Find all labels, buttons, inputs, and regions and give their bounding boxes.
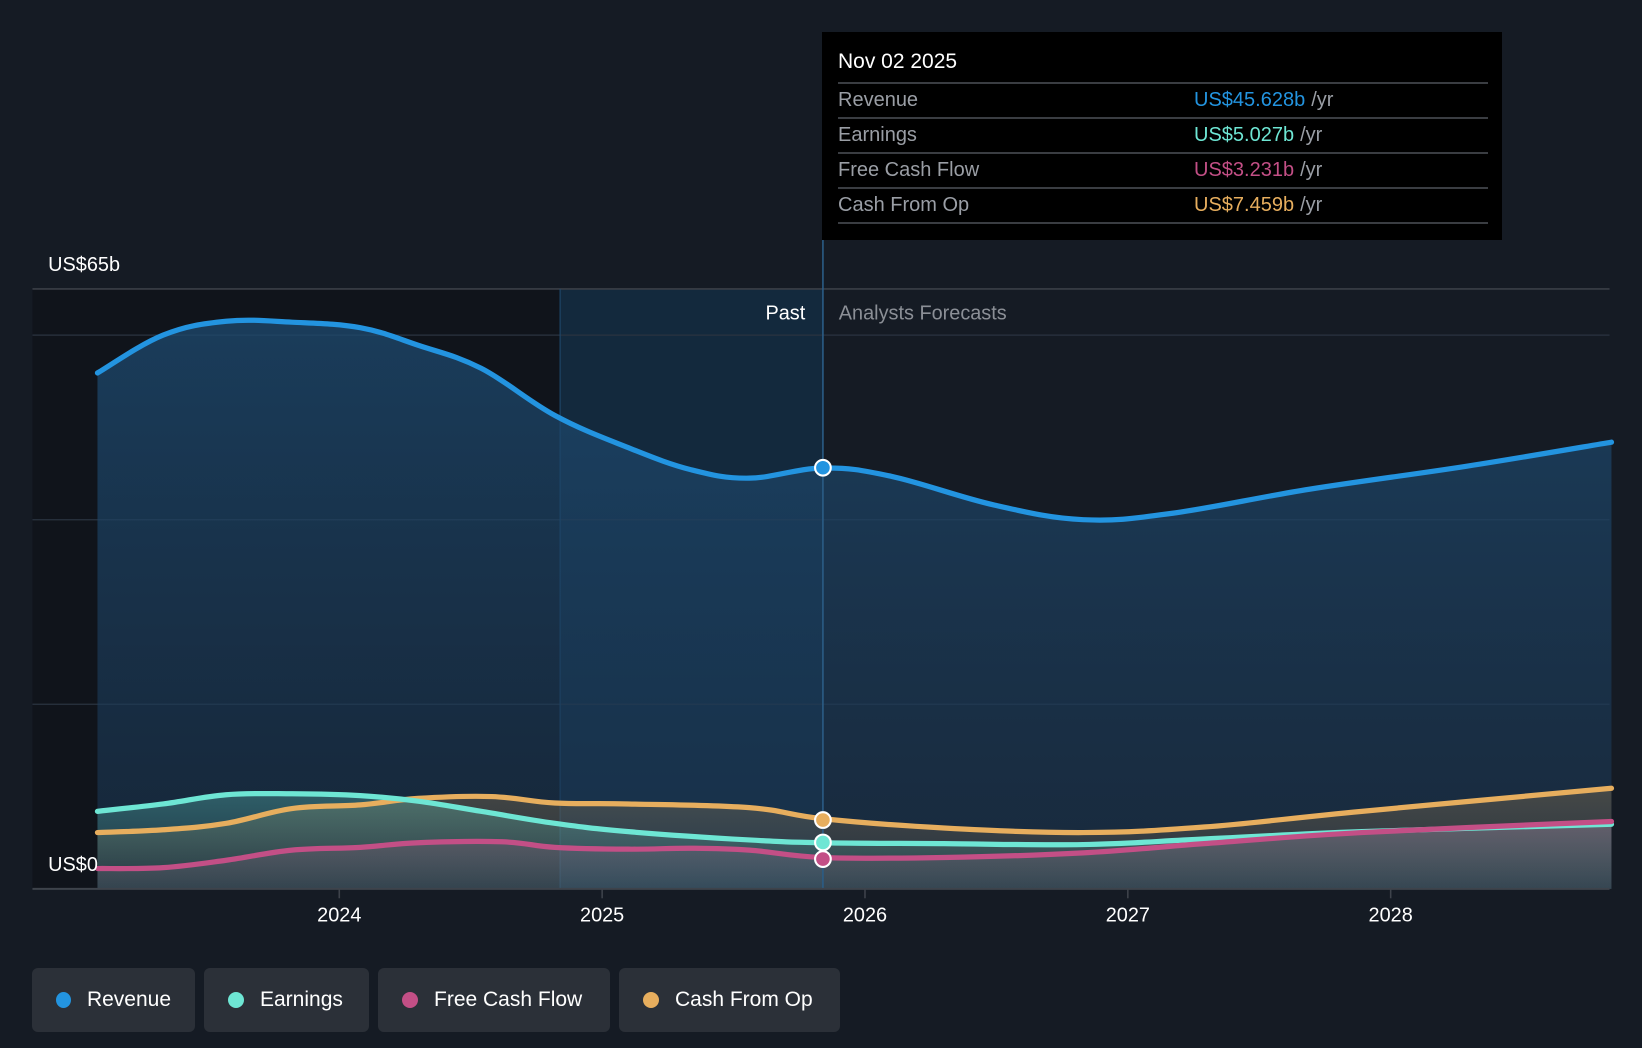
earnings-dot-icon <box>228 992 244 1008</box>
tooltip-unit: /yr <box>1300 124 1323 146</box>
series-lines <box>94 317 1615 872</box>
analysts-forecasts-label: Analysts Forecasts <box>839 302 1007 324</box>
tooltip-row-free-cash-flow: Free Cash Flow US$3.231b /yr <box>838 152 1488 187</box>
legend-label: Earnings <box>260 988 343 1011</box>
tooltip-unit: /yr <box>1300 194 1323 216</box>
x-tick-label: 2028 <box>1369 904 1413 926</box>
legend-label: Cash From Op <box>675 988 813 1011</box>
x-tick-label: 2025 <box>580 904 624 926</box>
legend-item-earnings[interactable]: Earnings <box>204 968 369 1032</box>
series-areas <box>97 320 1612 889</box>
line-revenue <box>94 317 1615 523</box>
line-earnings <box>94 790 1615 848</box>
tooltip-label: Free Cash Flow <box>838 159 980 181</box>
tooltip-row-cash-from-op: Cash From Op US$7.459b /yr <box>838 187 1488 224</box>
line-free-cash-flow <box>94 818 1615 872</box>
free-cash-flow-dot-icon <box>402 992 418 1008</box>
tooltip-date: Nov 02 2025 <box>838 50 958 73</box>
tooltip-unit: /yr <box>1311 89 1334 111</box>
x-tick-label: 2024 <box>317 904 361 926</box>
highlight-dot-cash-from-op <box>814 811 832 829</box>
y-axis-label-zero: US$0 <box>48 854 98 876</box>
area-revenue <box>97 320 1612 889</box>
line-cash-from-op <box>94 785 1615 836</box>
highlight-dot-free-cash-flow <box>814 850 832 868</box>
legend-item-cash-from-op[interactable]: Cash From Op <box>619 968 840 1032</box>
tooltip-unit: /yr <box>1300 159 1323 181</box>
tooltip-label: Cash From Op <box>838 194 970 216</box>
legend-label: Revenue <box>86 988 171 1011</box>
y-axis-label-max: US$65b <box>48 254 120 276</box>
tooltip-value: US$7.459b <box>1194 194 1295 216</box>
tooltip-row-revenue: Revenue US$45.628b /yr <box>838 82 1488 117</box>
past-label: Past <box>766 302 806 324</box>
tooltip-label: Revenue <box>838 89 919 111</box>
tooltip-value: US$3.231b <box>1194 159 1295 181</box>
highlight-dot-revenue <box>814 458 832 477</box>
tooltip-value: US$5.027b <box>1194 124 1295 146</box>
tooltip-label: Earnings <box>838 124 917 146</box>
tooltip-value: US$45.628b <box>1194 89 1306 111</box>
revenue-dot-icon <box>56 992 71 1008</box>
legend-label: Free Cash Flow <box>434 988 583 1011</box>
area-free-cash-flow <box>97 821 1612 889</box>
x-axis: 2024 2025 2026 2027 2028 <box>32 887 1610 926</box>
cash-from-op-dot-icon <box>643 992 659 1008</box>
legend-item-revenue[interactable]: Revenue <box>32 968 195 1032</box>
highlight-dot-earnings <box>814 833 832 852</box>
legend-item-free-cash-flow[interactable]: Free Cash Flow <box>378 968 610 1032</box>
tooltip-row-earnings: Earnings US$5.027b /yr <box>838 117 1488 152</box>
x-tick-label: 2027 <box>1106 904 1150 926</box>
highlight-points <box>814 458 832 868</box>
tooltip: Nov 02 2025 Revenue US$45.628b /yr Earni… <box>822 32 1502 240</box>
legend: Revenue Earnings Free Cash Flow Cash Fro… <box>32 968 840 1032</box>
x-tick-label: 2026 <box>843 904 887 926</box>
